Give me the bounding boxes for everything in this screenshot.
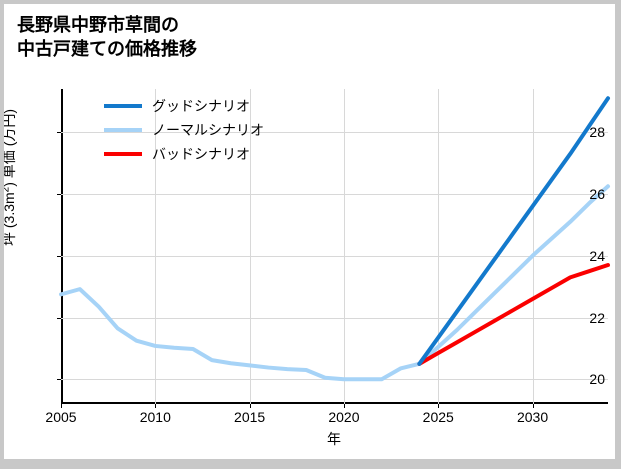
y-axis-title: 坪 (3.3m2) 単価 (万円)	[4, 109, 19, 246]
gridline-horizontal	[61, 317, 608, 319]
series-line-normal	[59, 184, 610, 382]
plot-area	[59, 89, 610, 404]
gridline-vertical	[532, 89, 534, 404]
y-tick-mark	[57, 255, 61, 257]
x-tick-label: 2015	[234, 409, 266, 425]
y-axis-title-sup: 2	[4, 187, 11, 193]
gridline-vertical	[249, 89, 251, 404]
y-tick-label: 22	[589, 309, 605, 326]
y-axis-title-prefix: 坪 (3.3m	[4, 192, 17, 246]
chart-figure: 長野県中野市草間の 中古戸建ての価格推移 グッドシナリオ ノーマルシナリオ バッ…	[4, 4, 615, 459]
legend-item-good[interactable]: グッドシナリオ	[104, 94, 264, 118]
legend-label-normal: ノーマルシナリオ	[152, 122, 264, 138]
gridline-vertical	[438, 89, 440, 404]
y-tick-label: 24	[589, 247, 605, 264]
y-tick-mark	[57, 317, 61, 319]
series-line-bad	[417, 263, 610, 366]
legend-label-bad: バッドシナリオ	[152, 146, 250, 162]
chart-legend: グッドシナリオ ノーマルシナリオ バッドシナリオ	[104, 94, 264, 166]
x-tick-mark	[343, 404, 345, 408]
y-axis-title-suffix: ) 単価 (万円)	[4, 108, 17, 187]
x-tick-label: 2005	[45, 409, 77, 425]
legend-label-good: グッドシナリオ	[152, 98, 250, 114]
legend-swatch-normal	[104, 128, 142, 132]
series-layer	[59, 96, 610, 382]
y-tick-mark	[57, 194, 61, 195]
legend-item-bad[interactable]: バッドシナリオ	[104, 142, 264, 166]
x-axis-title: 年	[327, 431, 341, 447]
legend-swatch-good	[104, 104, 142, 108]
x-tick-mark	[155, 404, 157, 408]
x-tick-label: 2030	[516, 409, 549, 425]
y-tick-label: 20	[589, 371, 605, 388]
x-tick-mark	[438, 404, 440, 408]
plot-frame	[61, 89, 608, 404]
y-tick-label: 26	[589, 186, 605, 202]
x-tick-mark	[532, 404, 534, 408]
y-tick-label: 28	[589, 124, 605, 141]
gridline-vertical	[343, 89, 345, 404]
legend-item-normal[interactable]: ノーマルシナリオ	[104, 118, 264, 142]
page-title: 長野県中野市草間の 中古戸建ての価格推移	[17, 15, 197, 60]
gridline-horizontal	[61, 255, 608, 257]
y-tick-mark	[57, 132, 61, 134]
series-line-good	[417, 96, 610, 366]
gridline-horizontal	[61, 132, 608, 134]
gridline-horizontal	[61, 194, 608, 195]
y-tick-mark	[57, 379, 61, 381]
gridline-vertical	[155, 89, 157, 404]
x-tick-mark	[249, 404, 251, 408]
x-tick-label: 2010	[139, 409, 171, 425]
x-tick-label: 2025	[422, 409, 454, 425]
x-tick-mark	[61, 404, 62, 408]
legend-swatch-bad	[104, 152, 142, 156]
x-tick-label: 2020	[328, 409, 360, 425]
